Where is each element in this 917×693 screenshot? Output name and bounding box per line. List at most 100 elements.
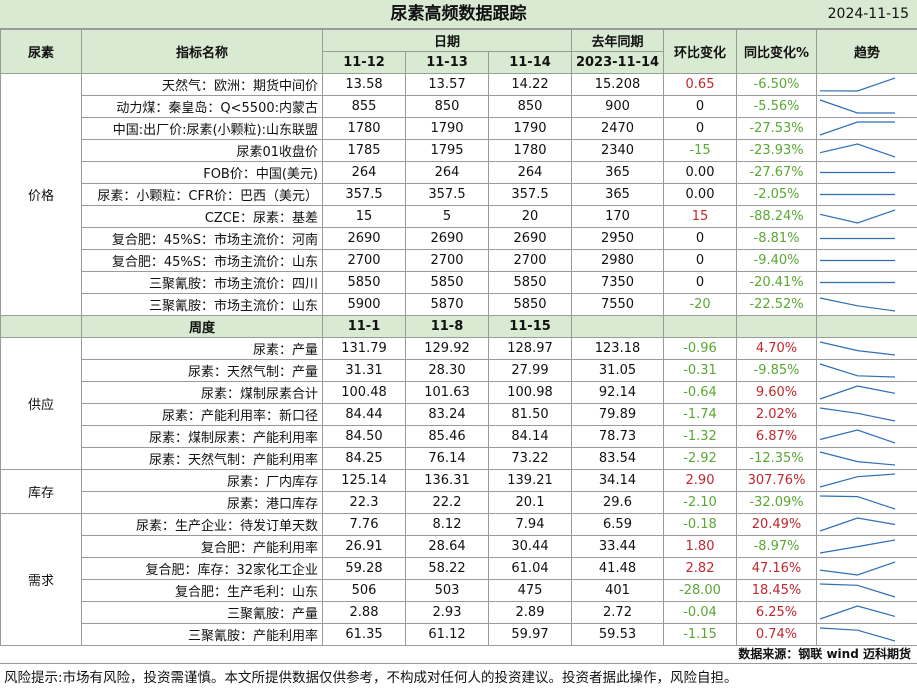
sparkline-line [819, 143, 896, 158]
yoy-change: -23.93% [736, 139, 818, 162]
weekly-blank [663, 315, 738, 338]
sparkline [819, 605, 896, 620]
trend-sparkline [816, 557, 917, 580]
value-2: 8.12 [405, 513, 489, 536]
indicator-name: 尿素：煤制尿素合计 [81, 381, 323, 404]
value-3: 139.21 [487, 469, 573, 492]
trend-sparkline [816, 73, 917, 96]
value-2: 129.92 [405, 337, 489, 360]
col-header-date-1: 11-12 [322, 51, 406, 74]
data-source: 数据来源：钢联 wind 迈科期货 [738, 647, 911, 661]
indicator-name: 尿素：生产企业：待发订单天数 [81, 513, 323, 536]
trend-sparkline [816, 381, 917, 404]
value-3: 264 [487, 161, 573, 184]
sparkline [819, 99, 896, 114]
sparkline [819, 209, 896, 224]
table-row: 供应 尿素：产量 131.79 129.92 128.97 123.18 -0.96 4.70… [0, 337, 917, 470]
table-row: 尿素：天然气制：产量 31.31 28.30 27.99 31.05 -0.31 -9.85… [1, 359, 917, 382]
value-2: 22.2 [405, 491, 489, 514]
page-title: 尿素高频数据跟踪 [390, 4, 527, 24]
value-3: 2.89 [487, 601, 573, 624]
sparkline-line [819, 341, 896, 356]
sparkline [820, 77, 896, 92]
yoy-change: 18.45% [736, 579, 818, 602]
value-2: 2700 [405, 249, 489, 272]
trend-sparkline [816, 95, 917, 118]
mom-change: -20 [663, 293, 738, 316]
table-row: 尿素：煤制尿素合计 100.48 101.63 100.98 92.14 -0.64 9.6… [1, 381, 917, 404]
last-year-value: 41.48 [571, 557, 665, 580]
mom-change: 2.90 [663, 469, 738, 492]
indicator-name: 尿素：天然气制：产量 [81, 359, 323, 382]
yoy-change: 2.02% [736, 403, 818, 426]
col-header-category: 尿素 [0, 29, 82, 74]
value-3: 5850 [487, 271, 573, 294]
weekly-date-3: 11-15 [487, 315, 573, 338]
value-3: 61.04 [487, 557, 573, 580]
weekly-blank [816, 315, 917, 338]
value-2: 76.14 [405, 447, 489, 470]
value-2: 850 [405, 95, 489, 118]
trend-sparkline [816, 623, 917, 646]
indicator-name: 复合肥：生产毛利：山东 [81, 579, 323, 602]
mom-change: -0.31 [663, 359, 738, 382]
weekly-header-row: 周度 11-1 11-8 11-15 [0, 315, 917, 338]
weekly-blank [736, 315, 818, 338]
table-row: 三聚氰胺：市场主流价：山东 5900 5870 5850 7550 -20 -22.52% [1, 293, 917, 316]
mom-change: 0.65 [663, 73, 738, 96]
value-3: 475 [487, 579, 573, 602]
last-year-value: 7350 [571, 271, 665, 294]
risk-disclaimer: 风险提示:市场有风险，投资需谨慎。本文所提供数据仅供参考，不构成对任何人的投资建… [0, 663, 917, 693]
mom-change: -0.96 [663, 337, 738, 360]
last-year-value: 6.59 [571, 513, 665, 536]
data-table: 尿素 指标名称 日期 去年同期 环比变化 同比变化% 趋势 11-12 11-1… [0, 29, 917, 646]
value-2: 136.31 [405, 469, 489, 492]
sparkline-line [819, 99, 896, 114]
value-2: 2690 [405, 227, 489, 250]
value-3: 84.14 [487, 425, 573, 448]
sparkline [820, 281, 896, 284]
value-3: 850 [487, 95, 573, 118]
indicator-name: 尿素01收盘价 [81, 139, 323, 162]
yoy-change: -9.85% [736, 359, 818, 382]
indicator-name: 三聚氰胺：产能利用率 [81, 623, 323, 646]
sparkline-line [819, 429, 896, 444]
indicator-name: CZCE：尿素：基差 [81, 205, 323, 228]
value-2: 5870 [405, 293, 489, 316]
yoy-change: -8.97% [736, 535, 818, 558]
value-2: 357.5 [405, 183, 489, 206]
mom-change: -0.18 [663, 513, 738, 536]
trend-sparkline [816, 425, 917, 448]
last-year-value: 33.44 [571, 535, 665, 558]
sparkline [819, 451, 896, 466]
indicator-name: 尿素：产量 [81, 337, 323, 360]
sparkline [820, 259, 896, 262]
col-header-mom: 环比变化 [663, 29, 738, 74]
trend-sparkline [816, 227, 917, 250]
sparkline [819, 385, 896, 400]
sparkline [820, 171, 896, 174]
yoy-change: -22.52% [736, 293, 818, 316]
value-2: 61.12 [405, 623, 489, 646]
indicator-name: 复合肥：库存：32家化工企业 [81, 557, 323, 580]
value-1: 15 [322, 205, 406, 228]
indicator-name: 尿素：产能利用率：新口径 [81, 403, 323, 426]
value-3: 128.97 [487, 337, 573, 360]
table-row: CZCE：尿素：基差 15 5 20 170 15 -88.24% [1, 205, 917, 228]
indicator-name: 中国:出厂价:尿素(小颗粒):山东联盟 [81, 117, 323, 140]
value-3: 1790 [487, 117, 573, 140]
value-3: 7.94 [487, 513, 573, 536]
mom-change: 0.00 [663, 161, 738, 184]
value-1: 84.50 [322, 425, 406, 448]
value-3: 73.22 [487, 447, 573, 470]
last-year-value: 123.18 [571, 337, 665, 360]
value-2: 83.24 [405, 403, 489, 426]
value-2: 28.64 [405, 535, 489, 558]
yoy-change: 4.70% [736, 337, 818, 360]
last-year-value: 29.6 [571, 491, 665, 514]
yoy-change: -88.24% [736, 205, 818, 228]
value-1: 855 [322, 95, 406, 118]
value-2: 5 [405, 205, 489, 228]
mom-change: 0 [663, 249, 738, 272]
mom-change: 1.80 [663, 535, 738, 558]
